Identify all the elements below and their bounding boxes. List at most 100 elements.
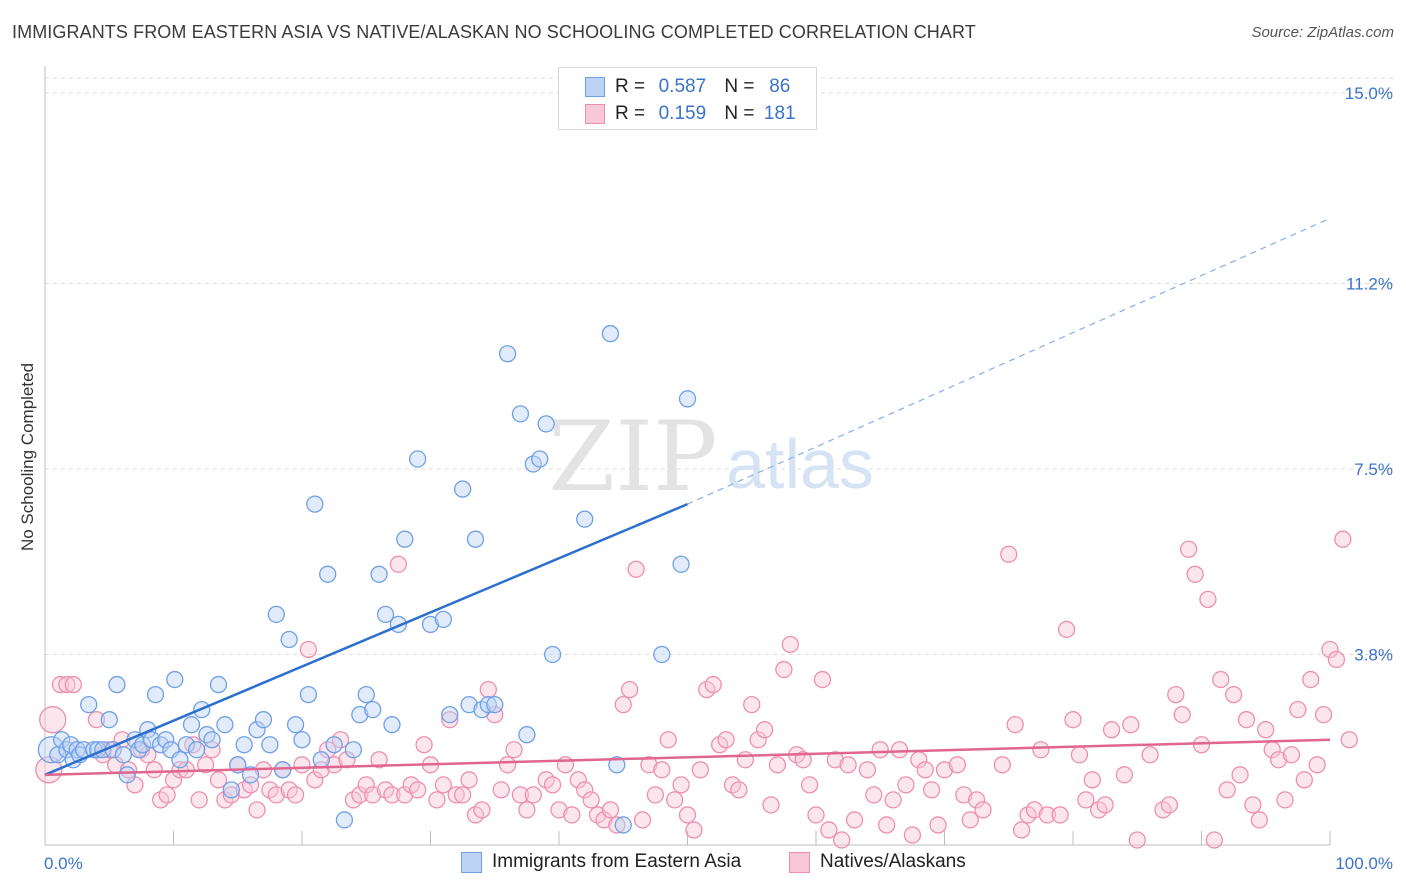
eastern-asia-point: [466, 530, 485, 548]
y-tick-label: 11.2%: [1346, 275, 1393, 294]
natives-point: [1231, 766, 1249, 784]
natives-point: [1295, 771, 1313, 789]
natives-point: [196, 756, 215, 774]
natives-point: [813, 670, 832, 689]
eastern-asia-point: [434, 610, 453, 629]
natives-point: [1167, 685, 1185, 704]
eastern-asia-point: [576, 510, 594, 528]
natives-point: [415, 736, 433, 754]
y-tick-label: 15.0%: [1345, 84, 1393, 103]
natives-point: [576, 781, 594, 799]
natives-point: [614, 695, 632, 714]
natives-point: [743, 695, 761, 714]
natives-point: [1302, 670, 1320, 689]
series-legend: Immigrants from Eastern Asia Natives/Ala…: [0, 851, 1406, 877]
natives-point: [64, 675, 82, 694]
natives-point: [1282, 746, 1301, 764]
trend-lines: [44, 217, 1331, 777]
natives-point: [241, 776, 260, 794]
natives-point: [755, 721, 774, 739]
natives-point: [781, 635, 799, 654]
eastern-asia-point: [319, 565, 337, 583]
natives-point: [1115, 766, 1134, 784]
natives-point: [524, 786, 542, 804]
natives-point: [833, 831, 851, 849]
eastern-asia-point: [312, 751, 330, 769]
eastern-asia-trend-line: [44, 502, 688, 776]
natives-point: [479, 680, 497, 699]
natives-point: [556, 756, 575, 774]
series-label: Natives/Alaskans: [820, 851, 966, 872]
natives-point: [1012, 821, 1031, 839]
natives-point: [306, 771, 324, 789]
eastern-asia-point: [408, 450, 427, 468]
eastern-asia-point: [531, 450, 549, 468]
natives-point: [820, 821, 838, 839]
eastern-asia-trend-extension: [687, 217, 1331, 505]
natives-point: [312, 761, 330, 779]
natives-point: [595, 811, 613, 829]
legend-swatch-pink: [585, 104, 605, 124]
eastern-asia-point: [678, 390, 697, 408]
natives-point: [704, 675, 722, 694]
natives-point: [1340, 731, 1358, 749]
natives-point: [916, 761, 934, 779]
legend-swatch-blue: [585, 77, 605, 97]
natives-point: [621, 680, 639, 699]
eastern-asia-point: [53, 731, 71, 749]
eastern-asia-point: [441, 706, 459, 724]
natives-point: [1096, 796, 1114, 814]
eastern-asia-point: [543, 645, 562, 664]
legend-row-eastern-asia: R = 0.587 N = 86: [585, 75, 800, 99]
natives-point: [1237, 711, 1256, 729]
eastern-asia-point: [134, 736, 152, 754]
natives-point: [1308, 756, 1326, 774]
natives-point: [845, 811, 864, 829]
natives-point: [1083, 771, 1101, 789]
natives-point: [543, 776, 562, 794]
natives-point: [839, 756, 857, 774]
eastern-asia-point: [241, 766, 260, 784]
natives-point: [800, 776, 819, 794]
eastern-asia-point: [198, 726, 216, 744]
eastern-asia-point: [182, 716, 201, 734]
natives-point: [1212, 670, 1230, 689]
y-tick-label: 3.8%: [1354, 646, 1393, 665]
natives-point: [1128, 831, 1146, 849]
natives-point: [1244, 796, 1262, 814]
series-legend-eastern-asia[interactable]: Immigrants from Eastern Asia: [461, 851, 741, 873]
natives-point: [666, 791, 684, 809]
eastern-asia-point: [325, 736, 343, 754]
natives-point: [762, 796, 780, 814]
natives-point: [955, 786, 973, 804]
natives-point: [807, 806, 825, 824]
natives-alaskans-points: [35, 530, 1358, 849]
natives-point: [1038, 806, 1056, 824]
legend-r-label: R =: [615, 76, 646, 97]
eastern-asia-point: [143, 731, 161, 749]
natives-point: [768, 756, 787, 774]
natives-point: [1276, 791, 1294, 809]
eastern-asia-point: [453, 480, 472, 498]
eastern-asia-point: [177, 736, 196, 754]
eastern-asia-point: [261, 736, 279, 754]
natives-point: [1160, 796, 1179, 814]
natives-point: [736, 751, 754, 769]
eastern-asia-point: [216, 716, 234, 734]
natives-point: [1289, 700, 1307, 719]
natives-point: [1180, 540, 1198, 558]
watermark-zip: ZIP: [548, 401, 717, 513]
eastern-asia-point: [187, 741, 206, 759]
natives-point: [923, 781, 941, 799]
series-legend-natives[interactable]: Natives/Alaskans: [789, 851, 966, 873]
eastern-asia-point: [421, 615, 440, 634]
natives-point: [35, 756, 63, 784]
natives-point: [299, 640, 318, 659]
natives-point: [1327, 650, 1346, 669]
natives-point: [794, 751, 812, 769]
natives-point: [967, 791, 986, 809]
eastern-asia-point: [146, 685, 165, 704]
natives-point: [1141, 746, 1159, 764]
natives-point: [389, 555, 408, 573]
eastern-asia-point: [235, 736, 253, 754]
